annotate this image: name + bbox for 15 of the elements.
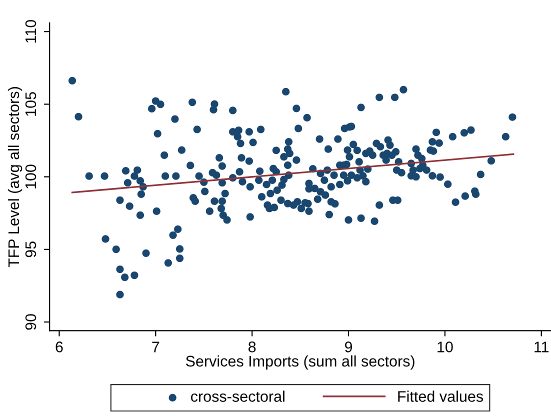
x-tick-label: 8 xyxy=(248,342,256,352)
x-axis-title: Services Imports (sum all sectors) xyxy=(186,355,414,370)
x-tick-label: 11 xyxy=(534,342,549,352)
x-tick-label: 6 xyxy=(56,342,63,352)
x-tick-label: 10 xyxy=(438,342,453,352)
x-tick-label: 9 xyxy=(344,342,352,352)
y-tick-label: 95 xyxy=(25,242,36,258)
x-tick-label: 7 xyxy=(152,342,160,352)
y-tick-label: 110 xyxy=(25,20,36,43)
y-axis-title: TFP Level (avg all sectors) xyxy=(8,87,22,268)
y-tick-label: 90 xyxy=(25,314,36,330)
legend-label: cross-sectoral xyxy=(191,390,284,402)
y-tick-label: 105 xyxy=(25,92,36,116)
legend-label: Fitted values xyxy=(398,390,484,402)
y-tick-label: 100 xyxy=(25,164,36,188)
